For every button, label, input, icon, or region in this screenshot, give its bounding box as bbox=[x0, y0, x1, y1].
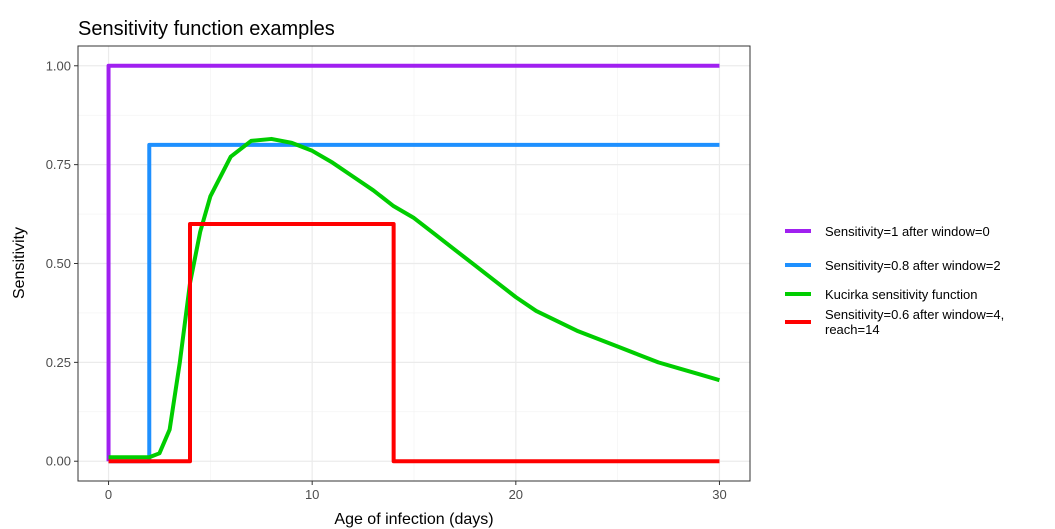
y-tick-label: 0.75 bbox=[46, 157, 71, 172]
y-tick-label: 0.25 bbox=[46, 355, 71, 370]
line bbox=[108, 221, 720, 464]
chart-title: Sensitivity function examples bbox=[78, 18, 335, 40]
legend-label: Sensitivity=0.8 after window=2 bbox=[825, 257, 1001, 273]
line bbox=[108, 136, 721, 460]
x-tick-label: 10 bbox=[305, 487, 319, 502]
legend-label: Sensitivity=0.6 after window=4, reach=14 bbox=[825, 307, 1005, 337]
x-tick-label: 20 bbox=[509, 487, 523, 502]
x-tick-label: 30 bbox=[712, 487, 726, 502]
plot-border bbox=[77, 45, 751, 482]
y-axis-label: Sensitivity bbox=[11, 227, 28, 299]
line bbox=[106, 63, 720, 462]
y-tick-label: 0.00 bbox=[46, 454, 71, 469]
x-tick-label: 0 bbox=[105, 487, 112, 502]
legend-label: Kucirka sensitivity function bbox=[825, 286, 978, 302]
legend-label: Sensitivity=1 after window=0 bbox=[825, 223, 990, 239]
x-axis-label: Age of infection (days) bbox=[334, 511, 493, 528]
y-tick-label: 0.50 bbox=[46, 256, 71, 271]
y-tick-label: 1.00 bbox=[46, 58, 71, 73]
